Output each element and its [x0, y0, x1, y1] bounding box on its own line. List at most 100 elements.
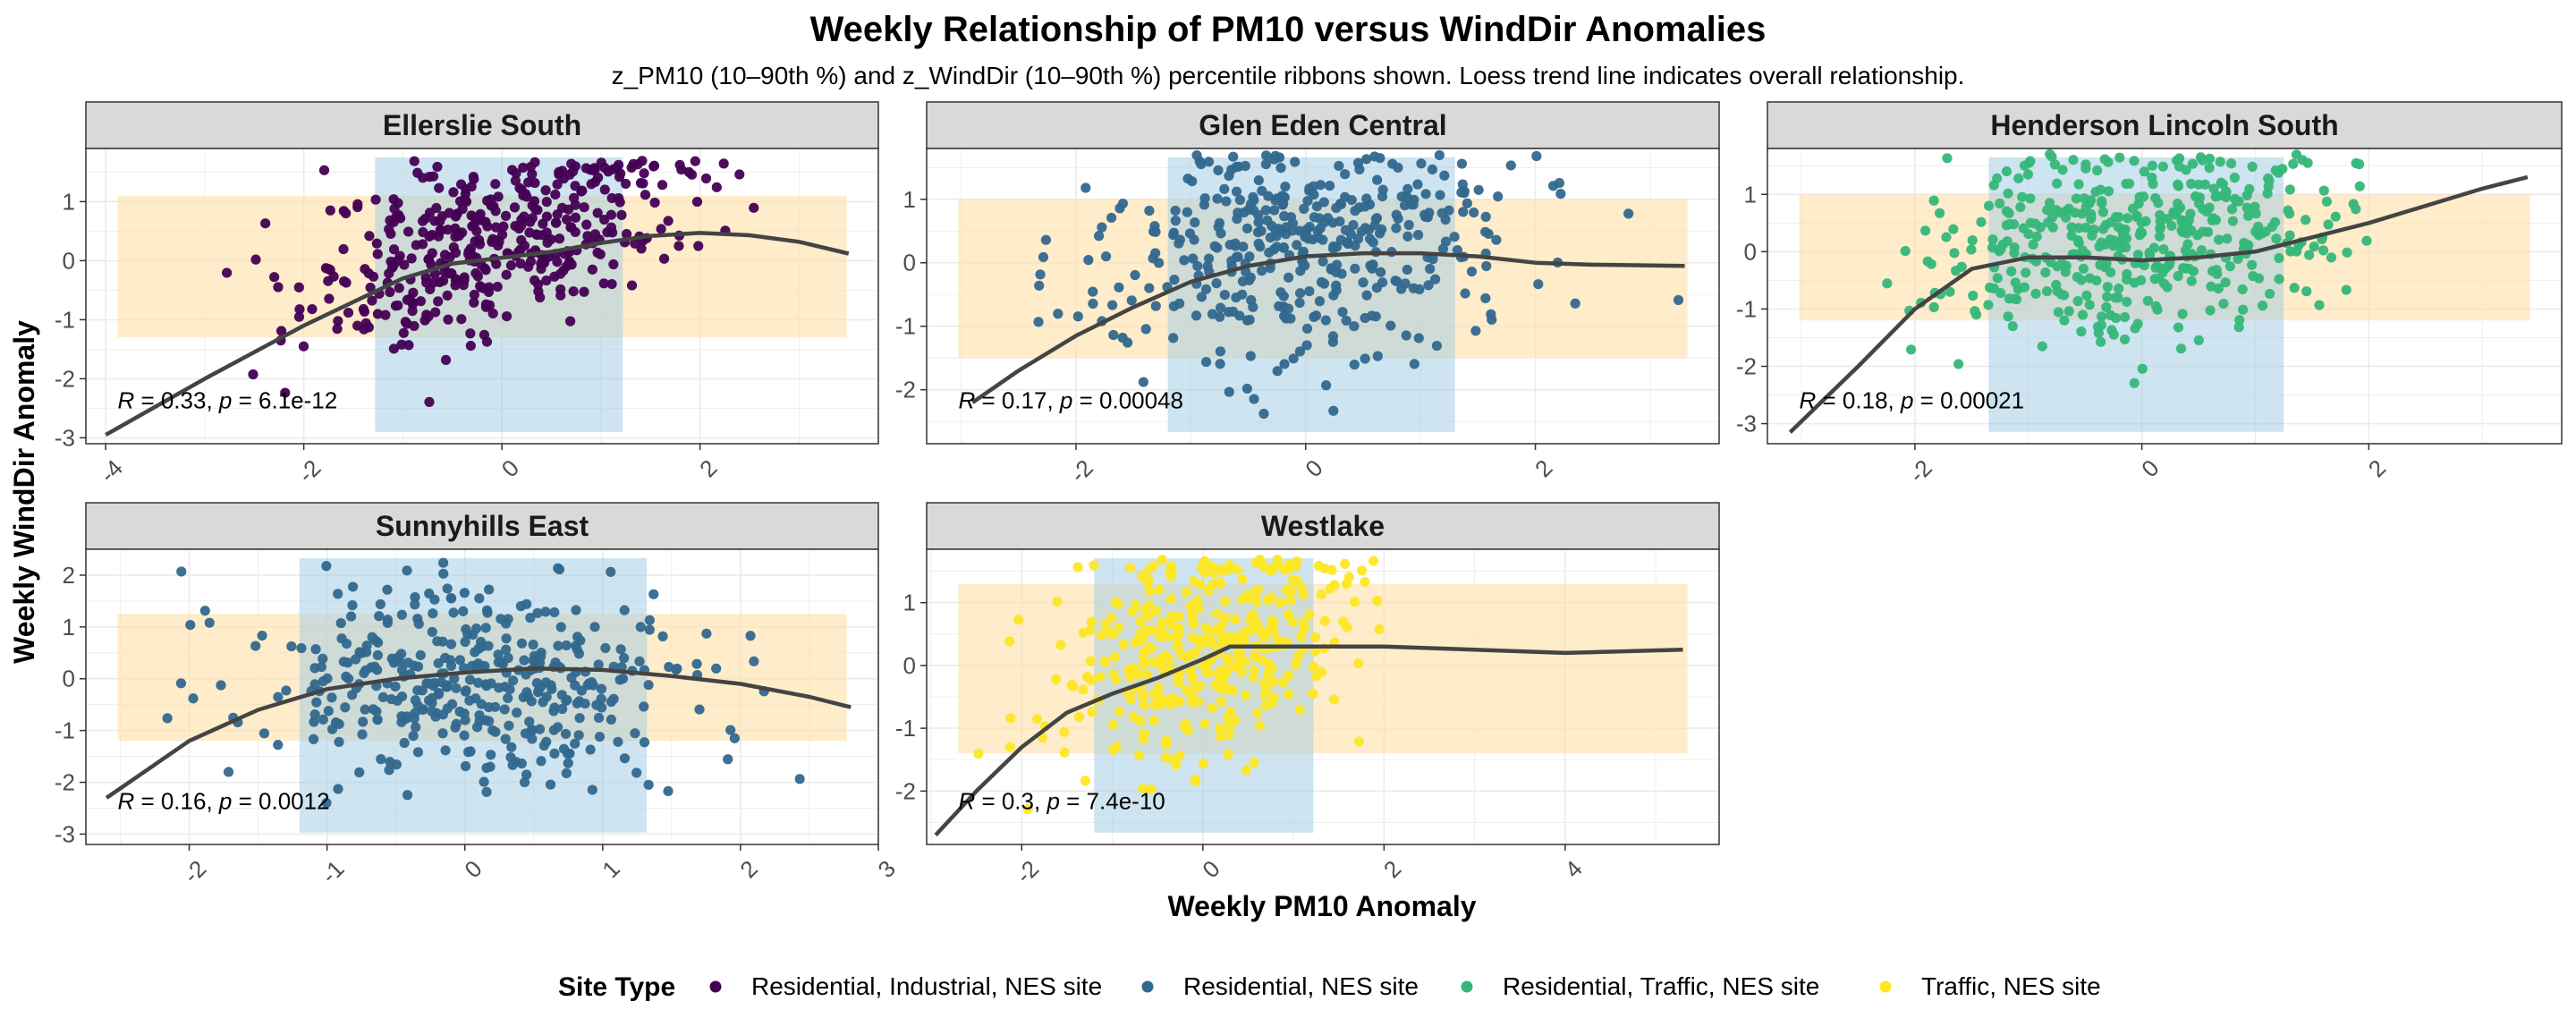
data-point	[2218, 298, 2229, 310]
data-point	[1130, 599, 1141, 610]
data-point	[409, 713, 419, 724]
data-point	[1313, 560, 1325, 572]
data-point	[2114, 152, 2125, 163]
data-point	[1368, 259, 1378, 270]
data-point	[1290, 157, 1301, 167]
data-point	[427, 626, 437, 638]
data-point	[527, 734, 538, 744]
data-point	[1194, 156, 1205, 166]
data-point	[1331, 202, 1342, 214]
data-point	[1275, 597, 1286, 608]
data-point	[1135, 616, 1146, 627]
data-point	[456, 314, 467, 325]
data-point	[616, 209, 627, 220]
facet-strip	[926, 502, 1720, 550]
data-point	[2013, 173, 2024, 184]
data-point	[464, 695, 475, 706]
data-point	[515, 259, 526, 269]
data-point	[480, 623, 491, 633]
data-point	[1221, 683, 1232, 693]
data-point	[432, 636, 443, 647]
data-point	[1088, 286, 1098, 297]
data-point	[1066, 679, 1077, 691]
facet-strip	[926, 101, 1720, 149]
data-point	[1311, 201, 1323, 212]
data-point	[2257, 301, 2268, 311]
data-point	[463, 246, 474, 257]
data-point	[1175, 649, 1187, 660]
data-point	[442, 583, 453, 594]
data-point	[1402, 191, 1412, 202]
data-point	[2049, 159, 2061, 170]
data-point	[1481, 260, 1492, 272]
data-point	[2063, 306, 2074, 317]
data-point	[2183, 215, 2194, 225]
data-point	[286, 641, 297, 652]
data-point	[580, 698, 590, 709]
data-point	[644, 624, 655, 635]
y-tick-label: 0	[63, 247, 75, 274]
data-point	[2289, 283, 2300, 293]
y-tick-label: 1	[903, 186, 916, 213]
data-point	[2001, 165, 2012, 177]
data-point	[418, 216, 428, 226]
data-point	[505, 751, 516, 763]
data-point	[363, 267, 374, 279]
data-point	[402, 565, 412, 576]
data-point	[335, 617, 346, 629]
data-point	[1202, 667, 1213, 678]
data-point	[1469, 207, 1479, 218]
data-point	[1409, 359, 1419, 369]
data-point	[2154, 231, 2165, 242]
data-point	[493, 191, 504, 202]
data-point	[1085, 656, 1097, 666]
data-point	[1154, 584, 1165, 595]
data-point	[1348, 220, 1359, 231]
data-point	[1223, 657, 1233, 667]
data-point	[2132, 250, 2144, 260]
data-point	[471, 660, 482, 671]
panel-border	[926, 148, 1720, 445]
data-point	[1314, 296, 1326, 307]
data-point	[587, 785, 597, 795]
data-point	[1340, 191, 1351, 202]
data-point	[258, 728, 270, 739]
data-point	[2017, 191, 2028, 202]
data-point	[749, 202, 759, 213]
data-point	[2208, 183, 2219, 194]
data-point	[1287, 574, 1298, 586]
data-point	[2129, 378, 2140, 388]
data-point	[1186, 697, 1197, 708]
data-point	[481, 336, 493, 347]
data-point	[619, 753, 631, 764]
data-point	[2157, 263, 2169, 274]
data-point	[501, 310, 513, 322]
data-point	[606, 714, 616, 725]
data-point	[2051, 205, 2062, 216]
data-point	[552, 179, 563, 190]
data-point	[399, 737, 410, 749]
data-point	[2101, 259, 2112, 269]
panel-border	[85, 148, 879, 445]
data-point	[554, 233, 565, 244]
data-point	[656, 224, 666, 234]
data-point	[1353, 736, 1365, 747]
data-point	[2224, 261, 2235, 272]
data-point	[1231, 186, 1242, 197]
data-point	[606, 696, 617, 708]
data-point	[1136, 571, 1147, 581]
data-point	[1137, 691, 1148, 702]
data-point	[586, 179, 597, 190]
data-point	[1316, 276, 1327, 287]
data-point	[693, 241, 704, 251]
data-point	[516, 638, 528, 649]
data-point	[323, 276, 334, 286]
data-point	[432, 161, 443, 173]
y-tick-label: 0	[903, 652, 916, 679]
data-point	[2267, 221, 2277, 233]
data-point	[1035, 269, 1046, 280]
data-point	[402, 790, 413, 801]
data-point	[222, 267, 233, 278]
data-point	[579, 286, 589, 297]
data-point	[507, 759, 518, 770]
